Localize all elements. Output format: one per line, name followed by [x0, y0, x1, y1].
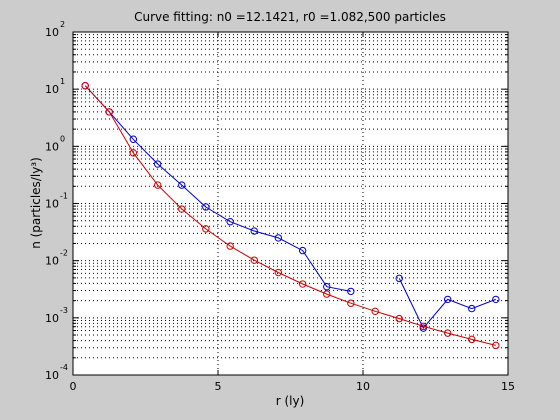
series-2-point	[274, 268, 283, 277]
y-tick-label: 10	[45, 83, 59, 96]
y-tick-exponent: 0	[60, 134, 65, 143]
chart-title: Curve fitting: n0 =12.1421, r0 =1.082,50…	[134, 10, 446, 24]
plot-area	[73, 32, 508, 375]
x-tick-label: 15	[501, 380, 515, 393]
series-2-point	[347, 299, 355, 307]
series-1-line	[84, 85, 351, 292]
series-2-point	[105, 108, 113, 116]
series-1-point	[178, 181, 186, 189]
y-tick-label: 10	[45, 255, 59, 268]
series-2-point	[81, 81, 89, 90]
y-tick-exponent: -1	[60, 192, 68, 201]
series-2-point	[250, 256, 258, 264]
series-2-point	[153, 181, 162, 189]
x-tick-label: 5	[215, 380, 222, 393]
series-1-point	[129, 135, 138, 143]
y-tick-label: 10	[45, 140, 59, 153]
series-1-point	[347, 287, 355, 296]
y-tick-exponent: -4	[60, 363, 68, 372]
y-tick-label: 10	[45, 198, 59, 211]
y-tick-label: 10	[45, 26, 59, 39]
series-2-point	[178, 205, 186, 213]
y-axis-label: n (particles/ly³)	[29, 157, 43, 249]
y-tick-exponent: -2	[60, 249, 68, 258]
y-tick-exponent: -3	[60, 306, 68, 315]
series-2-point	[443, 329, 452, 337]
series-2-point	[419, 322, 428, 331]
series-1-point	[298, 246, 307, 255]
series-2-point	[226, 242, 234, 250]
series-2-point	[298, 280, 307, 288]
series-2-point	[371, 307, 379, 316]
series-2-point	[468, 335, 476, 344]
series-2-point	[323, 290, 331, 298]
series-1-point	[492, 295, 500, 304]
x-axis-label: r (ly)	[276, 394, 305, 408]
y-tick-exponent: 2	[60, 20, 65, 29]
series-2-point	[129, 149, 138, 157]
series-1-point	[274, 234, 283, 242]
x-tick-label: 0	[70, 380, 77, 393]
series-1-point	[323, 283, 331, 291]
y-tick-label: 10	[45, 312, 59, 325]
series-1-point	[153, 160, 162, 168]
x-tick-label: 10	[356, 380, 370, 393]
series-1-point	[202, 203, 210, 211]
series-2-point	[395, 314, 403, 323]
series-1-point	[468, 304, 476, 313]
series-2-point	[202, 225, 210, 233]
series-1-point	[226, 218, 234, 226]
series-2-line	[84, 85, 496, 346]
series-1-point	[395, 274, 403, 283]
series-lines	[81, 81, 500, 350]
series-2-point	[492, 341, 500, 350]
y-tick-exponent: 1	[60, 77, 65, 86]
series-1-point	[443, 295, 452, 304]
series-1-line	[398, 278, 496, 330]
series-1-point	[250, 227, 258, 235]
y-tick-label: 10	[45, 369, 59, 382]
